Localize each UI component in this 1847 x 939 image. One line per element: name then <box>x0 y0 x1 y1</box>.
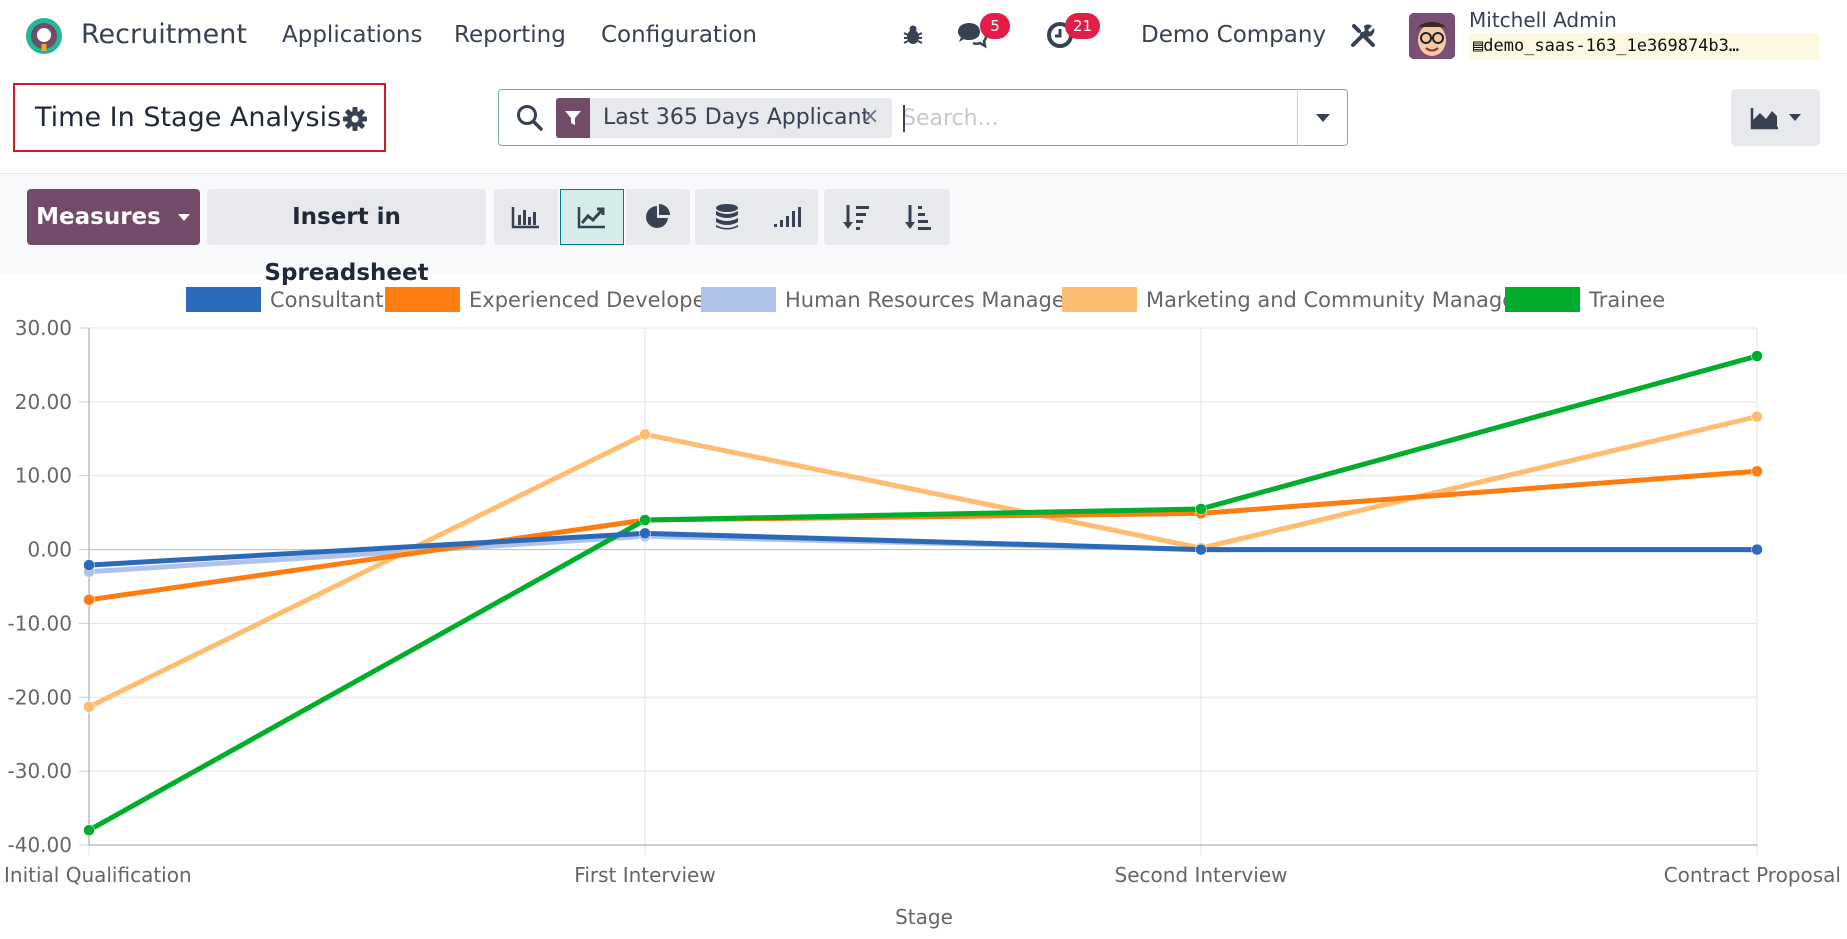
y-tick-label: 20.00 <box>15 390 72 414</box>
data-point <box>83 701 95 713</box>
search-input[interactable] <box>902 98 1292 138</box>
legend-label: Experienced Developer <box>469 288 714 312</box>
database-icon: ▤ <box>1473 36 1484 56</box>
bug-icon[interactable] <box>896 18 930 52</box>
data-point <box>639 514 651 526</box>
y-tick-label: -30.00 <box>8 759 72 783</box>
data-point <box>1751 543 1763 556</box>
x-tick-label: Second Interview <box>1115 863 1288 887</box>
data-point <box>83 594 95 606</box>
legend-label: Consultant <box>270 288 384 312</box>
legend-label: Trainee <box>1588 288 1665 312</box>
data-point <box>1751 410 1763 423</box>
x-tick-label: Initial Qualification <box>4 863 192 887</box>
legend-swatch <box>701 287 776 312</box>
legend-label: Human Resources Manager <box>785 288 1074 312</box>
sort-descending-icon <box>843 205 869 230</box>
chevron-down-icon <box>1788 114 1801 121</box>
chart-axes: 30.00 20.00 10.00 0.00 -10.00 -20.00 -30.00 -40… <box>4 316 1841 887</box>
menu-configuration[interactable]: Configuration <box>601 22 757 48</box>
activities-badge: 21 <box>1065 13 1101 39</box>
series-line <box>86 414 1760 710</box>
legend-swatch <box>1062 287 1137 312</box>
data-point <box>83 824 95 836</box>
area-chart-icon <box>1750 107 1778 129</box>
y-tick-label: -40.00 <box>8 833 72 857</box>
facet-remove-button[interactable]: × <box>861 104 880 129</box>
pie-chart-icon <box>646 204 670 228</box>
legend-swatch <box>385 287 460 312</box>
y-tick-label: 0.00 <box>27 538 72 562</box>
filter-icon <box>556 98 590 138</box>
tools-icon[interactable] <box>1346 18 1380 52</box>
page-title: Time In Stage Analysis <box>35 102 342 133</box>
y-tick-label: 10.00 <box>15 464 72 488</box>
app-title[interactable]: Recruitment <box>81 19 247 50</box>
x-axis-title: Stage <box>895 905 953 929</box>
insert-in-spreadsheet-button[interactable]: Insert in Spreadsheet <box>207 189 486 286</box>
sort-descending-button[interactable] <box>824 189 888 245</box>
database-label: demo_saas-163_1e369874b3… <box>1483 36 1740 56</box>
data-point <box>1751 350 1763 362</box>
y-tick-label: -10.00 <box>8 611 72 635</box>
sort-ascending-button[interactable] <box>886 189 950 245</box>
text-cursor <box>903 105 905 132</box>
filter-facet-label: Last 365 Days Applicant <box>603 105 871 130</box>
legend-swatch <box>186 287 261 312</box>
chevron-down-icon <box>177 214 190 221</box>
chart-legend: Consultant Experienced Developer Human Res… <box>186 287 1665 312</box>
bar-chart-button[interactable] <box>494 189 558 245</box>
user-name[interactable]: Mitchell Admin <box>1469 8 1617 32</box>
series-line <box>86 530 1760 568</box>
menu-applications[interactable]: Applications <box>282 22 423 48</box>
search-icon[interactable] <box>515 103 545 133</box>
data-point <box>639 527 651 540</box>
line-chart: 30.00 20.00 10.00 0.00 -10.00 -20.00 -30.00 -40… <box>0 275 1847 939</box>
page-title-box: Time In Stage Analysis <box>13 83 386 152</box>
chart-grid <box>88 327 1758 855</box>
cumulative-button[interactable] <box>754 189 818 245</box>
company-switcher[interactable]: Demo Company <box>1141 22 1327 48</box>
avatar[interactable] <box>1409 13 1455 59</box>
menu-reporting[interactable]: Reporting <box>454 22 566 48</box>
filter-facet[interactable]: Last 365 Days Applicant × <box>556 98 892 138</box>
database-name: ▤demo_saas-163_1e369874b3… <box>1469 33 1819 60</box>
sort-ascending-icon <box>905 205 931 230</box>
odoo-logo-icon[interactable] <box>25 17 63 55</box>
data-point <box>1195 543 1207 556</box>
line-chart-icon <box>577 207 605 229</box>
legend-label: Marketing and Community Manage... <box>1146 288 1535 312</box>
line-chart-button[interactable] <box>560 189 624 245</box>
data-point <box>639 428 651 441</box>
stacked-icon <box>716 204 738 230</box>
data-point <box>1195 503 1207 515</box>
data-point <box>83 559 95 571</box>
x-tick-label: Contract Proposal <box>1664 863 1841 887</box>
search-options-toggle[interactable] <box>1297 90 1348 145</box>
search-bar[interactable]: Last 365 Days Applicant × <box>498 89 1348 146</box>
series-line <box>86 353 1760 833</box>
cumulative-icon <box>774 207 801 227</box>
view-switcher-button[interactable] <box>1731 89 1820 146</box>
x-tick-label: First Interview <box>574 863 715 887</box>
measures-button[interactable]: Measures <box>27 189 200 245</box>
data-point <box>1751 465 1763 478</box>
top-navbar: Recruitment Applications Reporting Confi… <box>0 0 1847 70</box>
messages-badge: 5 <box>980 13 1010 39</box>
chart-series <box>83 350 1763 836</box>
y-tick-label: -20.00 <box>8 685 72 709</box>
bar-chart-icon <box>511 207 539 229</box>
legend-swatch <box>1505 287 1580 312</box>
y-tick-label: 30.00 <box>15 316 72 340</box>
pie-chart-button[interactable] <box>626 189 690 245</box>
gear-icon[interactable] <box>342 106 368 132</box>
chevron-down-icon <box>1316 113 1330 122</box>
chart-canvas: 30.00 20.00 10.00 0.00 -10.00 -20.00 -30.00 -40… <box>4 287 1841 929</box>
stacked-button[interactable] <box>695 189 759 245</box>
measures-label: Measures <box>36 204 161 230</box>
